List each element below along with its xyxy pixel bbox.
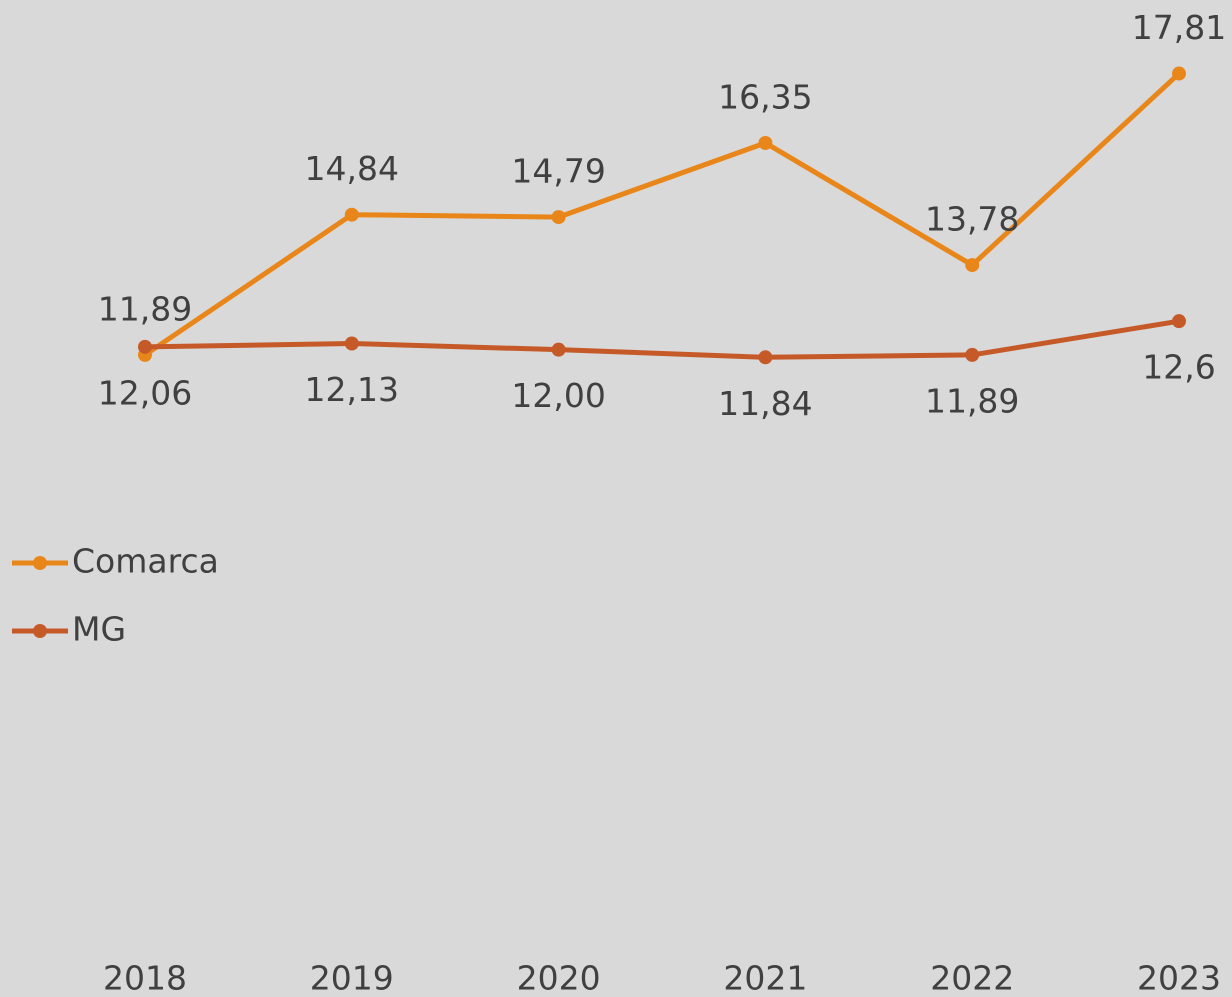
point xyxy=(965,347,980,362)
data-label: 12,6 xyxy=(1142,348,1215,387)
x-tick-label: 2018 xyxy=(103,959,187,997)
series-line xyxy=(143,71,1181,357)
point xyxy=(344,336,359,351)
data-label: 14,79 xyxy=(511,152,605,191)
data-label: 14,84 xyxy=(305,149,399,188)
data-label: 17,81 xyxy=(1132,8,1226,47)
point xyxy=(551,210,566,225)
legend-marker xyxy=(33,556,47,570)
x-tick-label: 2023 xyxy=(1137,959,1221,997)
legend-marker xyxy=(33,624,47,638)
x-tick-label: 2021 xyxy=(723,959,807,997)
legend-label: MG xyxy=(72,610,126,649)
point xyxy=(758,350,773,365)
data-label: 12,06 xyxy=(98,373,192,412)
series-line xyxy=(144,318,1180,360)
x-tick-label: 2022 xyxy=(930,959,1014,997)
data-label: 12,13 xyxy=(305,370,399,409)
point xyxy=(344,207,359,222)
point xyxy=(1172,66,1186,81)
data-label: 16,35 xyxy=(718,77,812,116)
x-tick-label: 2020 xyxy=(517,959,601,997)
point xyxy=(1172,314,1186,329)
x-tick-label: 2019 xyxy=(310,959,394,997)
data-label: 11,89 xyxy=(98,289,192,328)
data-label: 13,78 xyxy=(925,200,1019,239)
point xyxy=(138,339,152,354)
point xyxy=(758,135,773,150)
point xyxy=(965,258,980,273)
legend-label: Comarca xyxy=(72,542,219,581)
data-label: 11,84 xyxy=(718,384,812,423)
data-label: 11,89 xyxy=(925,381,1019,420)
data-label: 12,00 xyxy=(511,376,605,415)
point xyxy=(551,342,566,357)
